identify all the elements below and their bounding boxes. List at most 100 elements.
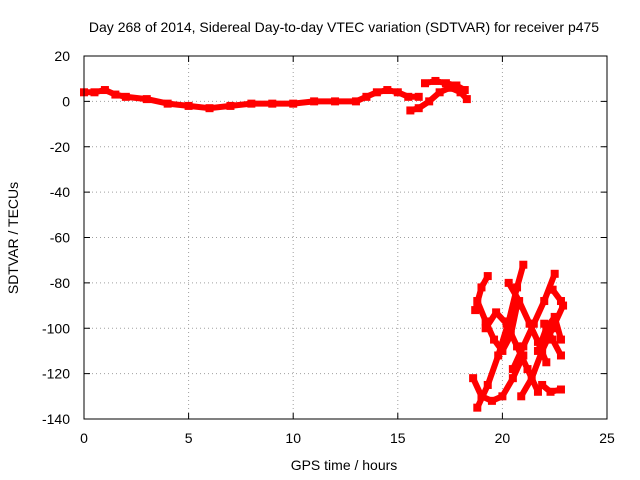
- data-point: [414, 92, 423, 101]
- data-point: [527, 374, 536, 383]
- data-point: [540, 297, 549, 306]
- data-point: [542, 358, 551, 367]
- y-tick-label: -40: [50, 184, 70, 200]
- data-point: [529, 319, 538, 328]
- data-point: [483, 380, 492, 389]
- data-point: [446, 83, 455, 92]
- data-point: [441, 79, 450, 88]
- data-point: [469, 374, 478, 383]
- data-point: [533, 387, 542, 396]
- data-point: [513, 342, 522, 351]
- data-point: [289, 99, 298, 108]
- data-point: [504, 278, 513, 287]
- data-point: [515, 297, 524, 306]
- data-point: [351, 97, 360, 106]
- data-point: [163, 99, 172, 108]
- series-arc-upper: [406, 83, 471, 115]
- x-axis-label: GPS time / hours: [291, 457, 398, 473]
- data-point: [533, 346, 542, 355]
- data-point: [100, 86, 109, 95]
- series-loop-upper: [420, 76, 469, 95]
- grid: [84, 56, 607, 419]
- data-point: [362, 92, 371, 101]
- data-point: [205, 104, 214, 113]
- data-point: [142, 95, 151, 104]
- data-point: [498, 392, 507, 401]
- x-tick-label: 10: [285, 430, 301, 446]
- x-tick-label: 15: [390, 430, 406, 446]
- x-tick-label: 0: [80, 430, 88, 446]
- data-point: [556, 335, 565, 344]
- data-point: [406, 106, 415, 115]
- data-point: [523, 365, 532, 374]
- data-point: [247, 99, 256, 108]
- data-point: [414, 104, 423, 113]
- y-tick-label: -60: [50, 230, 70, 246]
- data-point: [111, 90, 120, 99]
- data-point: [372, 88, 381, 97]
- data-point: [513, 301, 522, 310]
- data-point: [519, 260, 528, 269]
- data-point: [477, 283, 486, 292]
- data-point: [226, 101, 235, 110]
- data-point: [420, 79, 429, 88]
- data-point: [548, 324, 557, 333]
- data-point: [508, 365, 517, 374]
- y-tick-label: -100: [42, 320, 70, 336]
- data-point: [431, 76, 440, 85]
- data-point: [538, 346, 547, 355]
- data-point: [548, 285, 557, 294]
- data-point: [268, 99, 277, 108]
- data-point: [483, 272, 492, 281]
- data-point: [481, 317, 490, 326]
- series-arc-11: [538, 380, 565, 396]
- y-tick-label: -20: [50, 139, 70, 155]
- data-point: [502, 319, 511, 328]
- data-point: [487, 396, 496, 405]
- data-point: [490, 335, 499, 344]
- data-point: [550, 269, 559, 278]
- data-point: [460, 86, 469, 95]
- data-point: [456, 88, 465, 97]
- data-point: [425, 97, 434, 106]
- ticks: 0 5 10 15 20 25 -140 -120 -100 -80 -60 -40 -20 0 20: [42, 48, 615, 446]
- x-tick-label: 25: [599, 430, 615, 446]
- data-point: [519, 342, 528, 351]
- data-point: [473, 297, 482, 306]
- data-point: [546, 387, 555, 396]
- data-point: [393, 88, 402, 97]
- data-point: [538, 380, 547, 389]
- data-point: [550, 312, 559, 321]
- data-point: [331, 97, 340, 106]
- data-point: [513, 283, 522, 292]
- data-point: [492, 308, 501, 317]
- data-point: [383, 86, 392, 95]
- series-arc-10: [540, 319, 565, 360]
- series-arc-12: [548, 285, 565, 306]
- data-point: [471, 306, 480, 315]
- data-point: [559, 301, 568, 310]
- data-point: [556, 385, 565, 394]
- data-point: [90, 88, 99, 97]
- series-main-track: [80, 86, 423, 113]
- data-point: [310, 97, 319, 106]
- data-point: [533, 337, 542, 346]
- y-tick-label: 0: [62, 93, 70, 109]
- data-point: [473, 403, 482, 412]
- data-point: [525, 319, 534, 328]
- data-point: [121, 92, 130, 101]
- data-point: [556, 297, 565, 306]
- data-point: [548, 335, 557, 344]
- data-point: [462, 95, 471, 104]
- data-point: [481, 324, 490, 333]
- y-tick-label: 20: [54, 48, 70, 64]
- data-point: [556, 351, 565, 360]
- series-arc-5: [481, 308, 542, 396]
- data-point: [435, 88, 444, 97]
- series-arc-7: [508, 269, 559, 374]
- y-tick-label: -120: [42, 366, 70, 382]
- data-point: [452, 81, 461, 90]
- chart-title: Day 268 of 2014, Sidereal Day-to-day VTE…: [89, 19, 599, 35]
